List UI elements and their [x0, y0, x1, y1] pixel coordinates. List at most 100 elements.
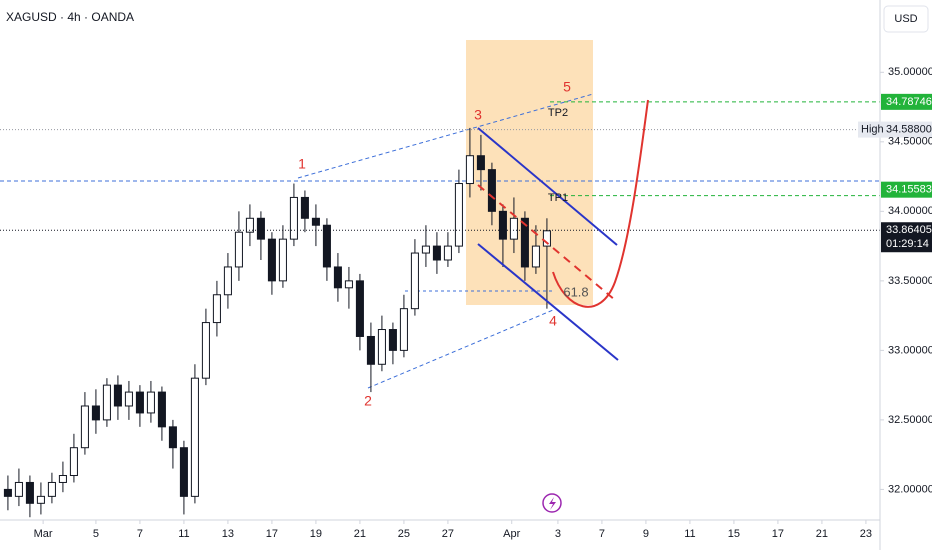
candle-body [465, 155, 474, 185]
price-level-box [881, 222, 932, 253]
candle-body [300, 196, 309, 219]
candle-body [245, 217, 254, 233]
x-tick-label: 5 [93, 528, 99, 540]
candle-body [289, 196, 298, 240]
candle-body [256, 217, 265, 240]
price-level-label: 34.58800 [886, 123, 932, 135]
candle-body [25, 481, 34, 504]
y-tick-label: 32.50000 [888, 414, 932, 426]
x-tick-label: Mar [34, 528, 53, 540]
candle-body [410, 252, 419, 310]
x-tick-label: 13 [222, 528, 234, 540]
x-tick-label: 17 [772, 528, 784, 540]
channel-lower [477, 243, 619, 361]
target-label: TP1 [548, 192, 568, 204]
candle-body [212, 294, 221, 324]
countdown: 01:29:14 [886, 238, 929, 250]
candle-body [421, 245, 430, 254]
channel-mid [477, 184, 616, 301]
candle-body [135, 391, 144, 414]
currency-button[interactable] [883, 5, 929, 33]
candle-body [36, 495, 45, 504]
candle-body [47, 481, 56, 497]
candle-body [168, 426, 177, 449]
x-tick-label: 17 [266, 528, 278, 540]
candle-body [542, 230, 551, 247]
candle-body [509, 217, 518, 240]
candle-body [454, 183, 463, 247]
candles [3, 127, 551, 518]
price-level-label: 33.86405 [886, 224, 932, 236]
candle-body [322, 224, 331, 268]
event-icon-bolt [549, 497, 556, 510]
candle-body [234, 231, 243, 268]
wave-label: 2 [364, 393, 372, 409]
x-tick-label: 7 [137, 528, 143, 540]
price-level-box [881, 93, 932, 110]
candle-body [124, 391, 133, 407]
fib-label: 61.8 [563, 284, 588, 299]
candle-body [377, 329, 386, 365]
wave-label: 4 [549, 313, 557, 329]
candle-body [201, 322, 210, 379]
x-tick-label: 15 [728, 528, 740, 540]
candle-body [190, 377, 199, 497]
price-level-label: 34.78746 [886, 96, 932, 108]
candle-body [498, 210, 507, 240]
x-tick-label: 27 [442, 528, 454, 540]
y-tick-label: 34.00000 [888, 205, 932, 217]
candle-body [487, 169, 496, 212]
wave-label: 5 [563, 79, 571, 95]
y-tick-label: 33.50000 [888, 275, 932, 287]
x-tick-label: Apr [503, 528, 520, 540]
y-tick-label: 32.00000 [888, 483, 932, 495]
upper-trend-line [297, 93, 594, 179]
candle-body [366, 335, 375, 365]
price-level-box [881, 181, 932, 198]
x-tick-label: 21 [816, 528, 828, 540]
x-tick-label: 25 [398, 528, 410, 540]
price-axis [880, 0, 932, 550]
candle-body [344, 280, 353, 289]
currency-label: USD [894, 13, 917, 25]
lower-trend-line [367, 309, 554, 389]
candle-body [3, 488, 12, 497]
y-tick-label: 33.00000 [888, 344, 932, 356]
candle-body [432, 245, 441, 261]
candle-body [179, 447, 188, 497]
candle-body [146, 391, 155, 414]
candle-body [531, 245, 540, 268]
levels [0, 101, 880, 231]
price-level-label: 34.15583 [886, 184, 932, 196]
candle-body [69, 447, 78, 477]
candle-body [223, 266, 232, 296]
candle-body [388, 329, 397, 351]
wave-label: 3 [474, 107, 482, 123]
candle-body [311, 217, 320, 226]
candle-body [267, 238, 276, 282]
target-label: TP2 [548, 107, 568, 119]
candle-body [80, 405, 89, 449]
x-tick-label: 21 [354, 528, 366, 540]
candle-body [399, 308, 408, 351]
candle-body [91, 405, 100, 421]
y-tick-label: 34.50000 [888, 136, 932, 148]
candle-body [113, 384, 122, 407]
x-tick-label: 11 [684, 528, 695, 540]
x-tick-label: 7 [599, 528, 605, 540]
x-tick-label: 11 [178, 528, 189, 540]
candle-body [102, 384, 111, 421]
x-tick-label: 23 [860, 528, 872, 540]
y-tick-label: 35.00000 [888, 66, 932, 78]
candle-body [157, 391, 166, 428]
high-label: High [861, 123, 884, 135]
chart-title: XAGUSD · 4h · OANDA [6, 10, 134, 24]
candle-body [520, 217, 529, 268]
x-tick-label: 9 [643, 528, 649, 540]
x-tick-label: 3 [555, 528, 561, 540]
wave-label: 1 [298, 156, 306, 172]
projection-curve [552, 99, 649, 308]
x-tick-label: 19 [310, 528, 322, 540]
high-label-box [858, 121, 882, 138]
